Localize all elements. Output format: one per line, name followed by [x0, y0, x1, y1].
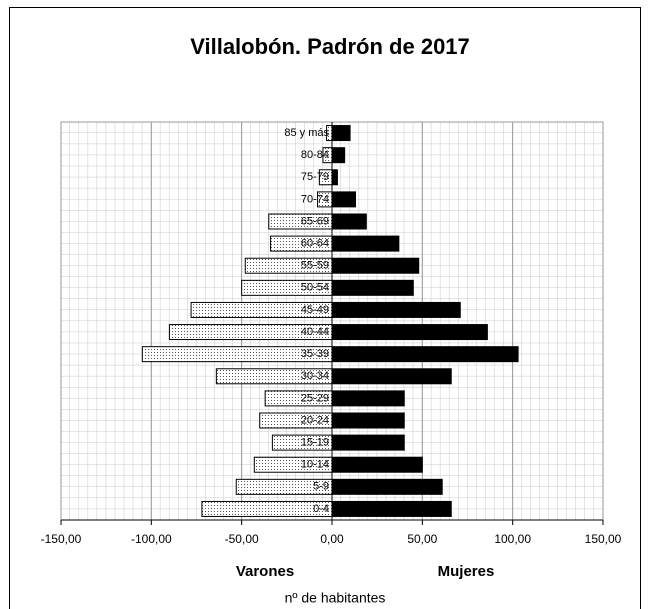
category-label: 10-14: [301, 459, 329, 471]
bar: [331, 213, 367, 230]
x-tick-label: 50,00: [407, 532, 437, 546]
x-tick-label: 150,00: [585, 532, 622, 546]
category-label: 70-74: [301, 193, 329, 205]
legend-label: Mujeres: [438, 563, 495, 580]
category-label: 60-64: [301, 238, 329, 250]
category-label: 45-49: [301, 304, 329, 316]
x-tick-label: 100,00: [494, 532, 531, 546]
bar: [331, 279, 414, 296]
bar: [331, 456, 423, 473]
category-label: 75-79: [301, 171, 329, 183]
bar: [331, 368, 452, 385]
x-tick-label: -100,00: [131, 532, 172, 546]
x-tick-label: 0,00: [320, 532, 344, 546]
bar: [331, 390, 405, 407]
bar: [331, 324, 488, 341]
category-label: 50-54: [301, 282, 329, 294]
bar: [331, 434, 405, 451]
category-label: 65-69: [301, 215, 329, 227]
category-label: 85 y más: [284, 127, 329, 139]
chart-title: Villalobón. Padrón de 2017: [190, 34, 470, 59]
category-label: 30-34: [301, 370, 329, 382]
bar: [331, 500, 452, 517]
x-axis-title: nº de habitantes: [285, 590, 386, 606]
x-tick-label: -150,00: [41, 532, 82, 546]
bar: [331, 191, 356, 208]
category-label: 25-29: [301, 392, 329, 404]
bar: [331, 235, 400, 252]
category-label: 0-4: [313, 503, 329, 515]
bar: [331, 346, 519, 363]
category-label: 35-39: [301, 348, 329, 360]
category-label: 40-44: [301, 326, 329, 338]
category-label: 80-84: [301, 149, 329, 161]
legend-label: Varones: [236, 563, 294, 580]
category-label: 55-59: [301, 260, 329, 272]
category-label: 5-9: [313, 481, 329, 493]
bar: [331, 478, 443, 495]
bar: [331, 125, 351, 142]
bar: [331, 257, 420, 274]
category-label: 20-24: [301, 414, 329, 426]
category-label: 15-19: [301, 437, 329, 449]
bar: [331, 301, 461, 318]
x-tick-label: -50,00: [225, 532, 259, 546]
bar: [331, 147, 346, 164]
bar: [331, 412, 405, 429]
bar: [331, 169, 338, 186]
